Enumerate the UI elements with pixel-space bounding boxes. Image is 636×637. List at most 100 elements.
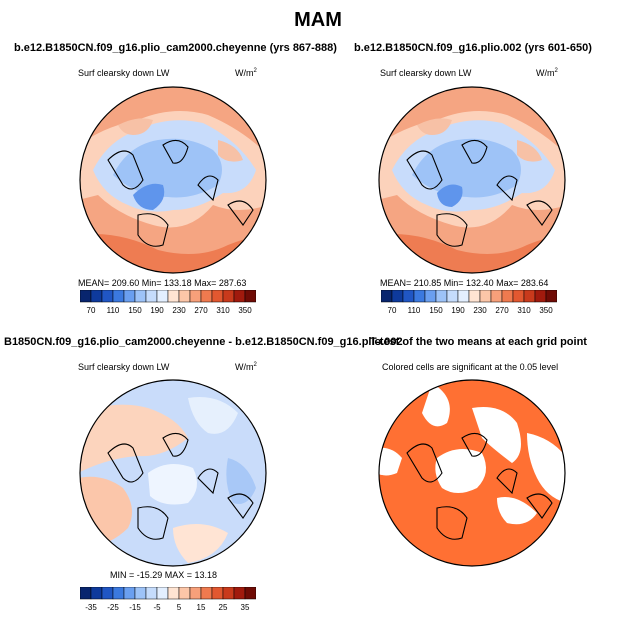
colorbar-swatch xyxy=(446,290,459,303)
colorbar-swatch xyxy=(189,587,202,600)
panel-4-title: T-test of the two means at each grid poi… xyxy=(370,336,587,348)
panel-3-units: W/m2 xyxy=(235,362,257,372)
panel-2-polar-map xyxy=(378,86,566,274)
colorbar-tick-label: -25 xyxy=(107,603,119,612)
colorbar-tick-label: 350 xyxy=(238,306,252,315)
map-4-nonsig-1 xyxy=(422,383,450,427)
colorbar-tick-label: 35 xyxy=(241,603,250,612)
map-4-nonsig-5 xyxy=(527,433,565,503)
colorbar-swatch xyxy=(512,290,525,303)
panel-1-colorbar: 70 110 150 190 230 270 310 350 xyxy=(80,290,256,315)
map-3-field-faintwarm xyxy=(173,524,228,563)
map-3-border xyxy=(79,379,267,567)
colorbar-swatch xyxy=(391,290,404,303)
colorbar-swatch xyxy=(233,290,246,303)
colorbar-tick-label: 270 xyxy=(194,306,208,315)
colorbar-swatch xyxy=(167,587,180,600)
colorbar-swatch xyxy=(534,290,547,303)
panel-1-stats: MEAN= 209.60 Min= 133.18 Max= 287.63 xyxy=(78,278,247,288)
map-4-nonsig-3 xyxy=(435,449,486,493)
colorbar-swatch xyxy=(435,290,448,303)
colorbar-swatch xyxy=(222,290,235,303)
colorbar-tick-label: 150 xyxy=(128,306,142,315)
colorbar-swatch xyxy=(479,290,492,303)
colorbar-swatch xyxy=(134,587,147,600)
colorbar-tick-label: 310 xyxy=(517,306,531,315)
map-1-field-cold xyxy=(133,183,165,210)
panel-1-title: b.e12.B1850CN.f09_g16.plio_cam2000.cheye… xyxy=(14,42,337,54)
colorbar-swatch xyxy=(123,587,136,600)
colorbar-swatch xyxy=(381,290,393,303)
colorbar-swatch xyxy=(244,587,256,600)
colorbar-tick-label: 190 xyxy=(150,306,164,315)
colorbar-swatch xyxy=(145,587,158,600)
map-3-coastlines xyxy=(107,432,254,540)
colorbar-swatch xyxy=(413,290,426,303)
panel-1-subtitle: Surf clearsky down LW xyxy=(78,68,170,78)
colorbar-swatch xyxy=(222,587,235,600)
colorbar-swatch xyxy=(178,587,191,600)
colorbar-swatch xyxy=(211,587,224,600)
colorbar-tick-label: 230 xyxy=(172,306,186,315)
colorbar-swatch xyxy=(189,290,202,303)
panel-2-colorbar: 70 110 150 190 230 270 310 350 xyxy=(381,290,557,315)
map-3-field-lightwarm xyxy=(80,404,188,473)
colorbar-swatch xyxy=(468,290,481,303)
map-1-border xyxy=(79,86,267,274)
colorbar-tick-label: 70 xyxy=(388,306,397,315)
colorbar-tick-label: -5 xyxy=(153,603,161,612)
map-4-nonsig-4 xyxy=(379,447,402,476)
panel-3-polar-map xyxy=(79,379,267,567)
colorbar-tick-label: 270 xyxy=(495,306,509,315)
colorbar-swatch xyxy=(134,290,147,303)
colorbar-swatch xyxy=(123,290,136,303)
colorbar-tick-label: 25 xyxy=(219,603,228,612)
colorbar-swatch xyxy=(424,290,437,303)
colorbar-swatch xyxy=(90,587,103,600)
colorbar-swatch xyxy=(90,290,103,303)
colorbar-swatch xyxy=(244,290,256,303)
map-3-field-cool xyxy=(226,458,256,504)
panel-3-title: B1850CN.f09_g16.plio_cam2000.cheyenne - … xyxy=(4,336,403,348)
colorbar-swatch xyxy=(402,290,415,303)
colorbar-tick-label: 350 xyxy=(539,306,553,315)
panel-1-polar-map xyxy=(79,86,267,274)
colorbar-swatch xyxy=(80,290,92,303)
map-2-field-patch xyxy=(417,118,542,162)
map-3-field-neutral xyxy=(148,464,197,505)
colorbar-swatch xyxy=(523,290,536,303)
panel-2-subtitle: Surf clearsky down LW xyxy=(380,68,472,78)
panel-2-stats: MEAN= 210.85 Min= 132.40 Max= 283.64 xyxy=(380,278,549,288)
colorbar-swatch xyxy=(200,290,213,303)
colorbar-swatch xyxy=(156,290,169,303)
colorbar-swatch xyxy=(145,290,158,303)
colorbar-swatch xyxy=(112,290,125,303)
colorbar-tick-label: 5 xyxy=(177,603,182,612)
colorbar-tick-label: 150 xyxy=(429,306,443,315)
panel-3-colorbar: -35 -25 -15 -5 5 15 25 35 xyxy=(80,587,256,612)
colorbar-swatch xyxy=(178,290,191,303)
colorbar-swatch xyxy=(101,587,114,600)
map-4-coastlines xyxy=(406,432,553,540)
panel-1-units: W/m2 xyxy=(235,68,257,78)
colorbar-tick-label: 15 xyxy=(197,603,206,612)
map-1-coastlines xyxy=(107,139,254,247)
colorbar-swatch xyxy=(112,587,125,600)
colorbar-swatch xyxy=(101,290,114,303)
colorbar-tick-label: 230 xyxy=(473,306,487,315)
panel-2-units: W/m2 xyxy=(536,68,558,78)
panel-4-subtitle: Colored cells are significant at the 0.0… xyxy=(382,362,559,372)
panel-2-title: b.e12.B1850CN.f09_g16.plio.002 (yrs 601-… xyxy=(354,42,592,54)
colorbar-tick-label: 70 xyxy=(87,306,96,315)
map-4-nonsig-2 xyxy=(472,407,521,463)
map-2-coastlines xyxy=(406,139,553,247)
colorbar-tick-label: 110 xyxy=(107,306,120,315)
colorbar-swatch xyxy=(501,290,514,303)
map-2-field-cold xyxy=(437,184,463,207)
colorbar-swatch xyxy=(167,290,180,303)
map-4-border xyxy=(378,379,566,567)
colorbar-swatch xyxy=(233,587,246,600)
colorbar-tick-label: 310 xyxy=(216,306,230,315)
colorbar-swatch xyxy=(545,290,557,303)
colorbar-swatch xyxy=(80,587,92,600)
